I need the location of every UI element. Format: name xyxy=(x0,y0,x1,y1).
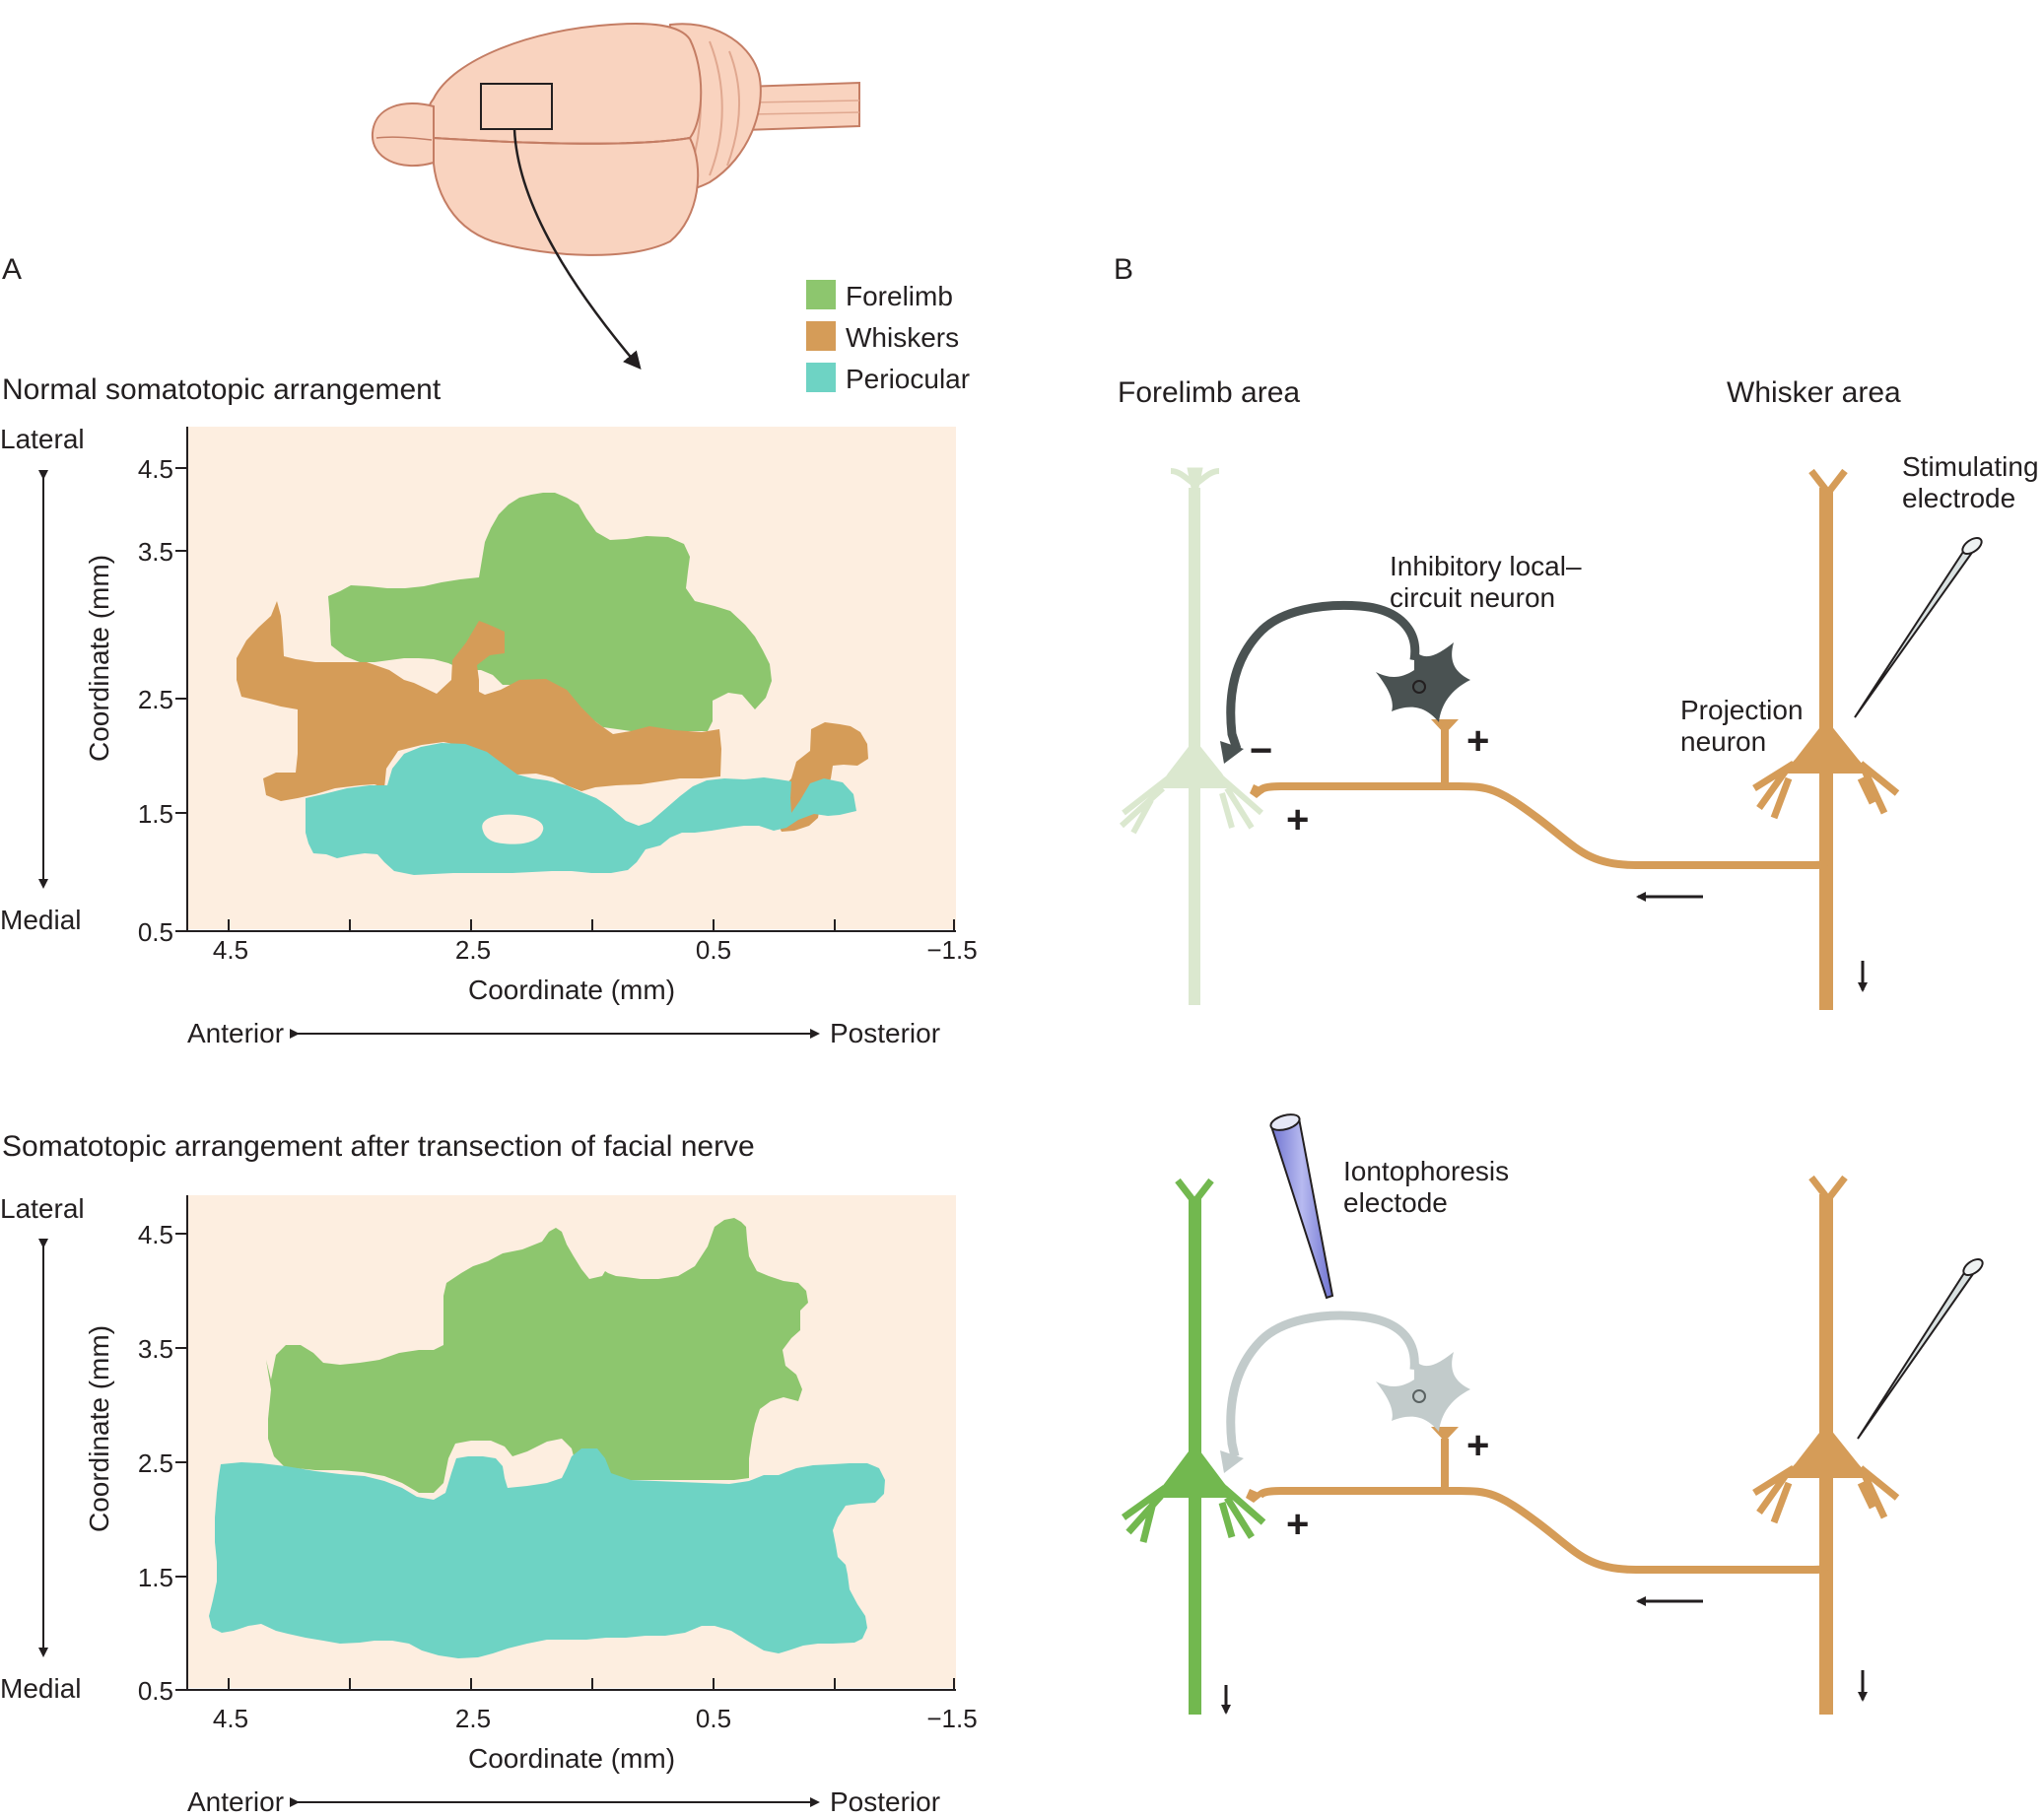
region-forelimb-expanded xyxy=(266,1218,808,1493)
map-normal-y-ticks xyxy=(175,467,187,932)
map-transected: Somatotopic arrangement after transectio… xyxy=(0,1130,978,1817)
map-transected-xtick-4-5: 4.5 xyxy=(213,1704,248,1733)
legend-swatch-periocular xyxy=(806,363,836,392)
legend: Forelimb Whiskers Periocular xyxy=(806,280,970,394)
region-periocular-hole xyxy=(482,814,544,844)
map-transected-posterior-label: Posterior xyxy=(830,1786,940,1817)
map-normal-title: Normal somatotopic arrangement xyxy=(2,373,442,406)
cerebral-hemisphere-upper xyxy=(426,22,703,145)
map-normal-ytick-1-5: 1.5 xyxy=(138,799,173,829)
map-transected-lateral-label: Lateral xyxy=(0,1193,85,1224)
inhibitory-axon-top xyxy=(1226,600,1420,751)
forelimb-neuron-active xyxy=(1121,1178,1266,1715)
projection-axon-top xyxy=(1256,781,1830,869)
map-transected-ytick-1-5: 1.5 xyxy=(138,1563,173,1592)
map-transected-ytick-2-5: 2.5 xyxy=(138,1448,173,1478)
sign-plus-top-forelimb: + xyxy=(1286,798,1309,842)
panel-label-a: A xyxy=(2,253,22,286)
map-normal-xtick-minus-1-5: −1.5 xyxy=(926,935,977,965)
legend-label-periocular: Periocular xyxy=(846,364,970,394)
legend-label-forelimb: Forelimb xyxy=(846,281,953,311)
map-normal-lateral-label: Lateral xyxy=(0,424,85,454)
stimulating-electrode-top xyxy=(1854,539,1982,718)
inhibitory-neuron-label: Inhibitory local– circuit neuron xyxy=(1390,551,1589,613)
map-transected-ytick-3-5: 3.5 xyxy=(138,1334,173,1364)
whisker-area-label: Whisker area xyxy=(1727,376,1901,409)
projection-neuron-label: Projection neuron xyxy=(1680,695,1810,757)
projection-neuron-top xyxy=(1752,468,1900,1010)
map-normal: Normal somatotopic arrangement Lateral M… xyxy=(0,373,978,1048)
map-transected-anterior-label: Anterior xyxy=(187,1786,284,1817)
sign-plus-bottom-forelimb: + xyxy=(1286,1503,1309,1546)
map-normal-xtick-0-5: 0.5 xyxy=(696,935,731,965)
map-normal-x-axis-label: Coordinate (mm) xyxy=(468,975,675,1005)
sign-plus-bottom-inhib: + xyxy=(1466,1424,1489,1467)
map-transected-x-ticks xyxy=(228,1678,955,1690)
legend-swatch-whiskers xyxy=(806,321,836,351)
map-normal-ytick-4-5: 4.5 xyxy=(138,454,173,484)
map-transected-ytick-4-5: 4.5 xyxy=(138,1220,173,1249)
map-transected-x-axis-label: Coordinate (mm) xyxy=(468,1743,675,1774)
projection-axon-bottom xyxy=(1256,1486,1830,1574)
forelimb-area-label: Forelimb area xyxy=(1118,376,1300,409)
iontophoresis-electrode xyxy=(1269,1116,1334,1300)
circuit-top: − + + Inhibitory local– circuit neuron P… xyxy=(1119,451,2044,1010)
projection-neuron-bottom xyxy=(1752,1175,1900,1715)
inhibitory-axon-bottom-faded xyxy=(1226,1311,1419,1458)
sign-minus-top: − xyxy=(1250,729,1272,773)
legend-swatch-forelimb xyxy=(806,280,836,309)
panel-label-b: B xyxy=(1114,253,1133,286)
cerebral-hemisphere-lower xyxy=(432,136,700,256)
map-transected-y-ticks xyxy=(175,1233,187,1691)
region-whiskers xyxy=(237,601,721,801)
map-transected-y-axis-label: Coordinate (mm) xyxy=(84,1325,114,1532)
map-normal-xtick-2-5: 2.5 xyxy=(455,935,491,965)
region-forelimb xyxy=(328,493,772,731)
circuit-bottom: + + Iontophoresis electode xyxy=(1121,1113,1984,1715)
map-normal-ytick-2-5: 2.5 xyxy=(138,685,173,714)
map-normal-ytick-0-5: 0.5 xyxy=(138,917,173,947)
map-transected-xtick-2-5: 2.5 xyxy=(455,1704,491,1733)
map-transected-title: Somatotopic arrangement after transectio… xyxy=(2,1130,755,1163)
map-normal-x-ticks xyxy=(228,919,955,931)
zoom-arrow xyxy=(512,128,642,370)
map-transected-xtick-minus-1-5: −1.5 xyxy=(926,1704,977,1733)
map-transected-ytick-0-5: 0.5 xyxy=(138,1676,173,1706)
iontophoresis-label: Iontophoresis electode xyxy=(1343,1156,1517,1218)
forelimb-neuron-faded xyxy=(1119,467,1263,1005)
selection-box xyxy=(480,83,553,130)
region-periocular-expanded xyxy=(209,1448,885,1658)
map-normal-y-axis-label: Coordinate (mm) xyxy=(84,555,114,762)
axon-terminal-forelimb-bottom xyxy=(1246,1489,1263,1503)
map-normal-medial-label: Medial xyxy=(0,905,81,935)
map-transected-xtick-0-5: 0.5 xyxy=(696,1704,731,1733)
map-transected-medial-label: Medial xyxy=(0,1673,81,1704)
olfactory-bulb xyxy=(371,102,435,168)
map-normal-posterior-label: Posterior xyxy=(830,1018,940,1048)
stimulating-electrode-bottom xyxy=(1857,1260,1983,1440)
stimulating-electrode-label: Stimulating electrode xyxy=(1902,451,2044,513)
axon-terminal-forelimb-top xyxy=(1250,784,1266,798)
sign-plus-top-inhib: + xyxy=(1466,719,1489,763)
map-normal-xtick-4-5: 4.5 xyxy=(213,935,248,965)
map-normal-ytick-3-5: 3.5 xyxy=(138,537,173,567)
region-periocular xyxy=(306,743,856,875)
map-normal-anterior-label: Anterior xyxy=(187,1018,284,1048)
legend-label-whiskers: Whiskers xyxy=(846,322,959,353)
brain-illustration xyxy=(371,22,860,370)
